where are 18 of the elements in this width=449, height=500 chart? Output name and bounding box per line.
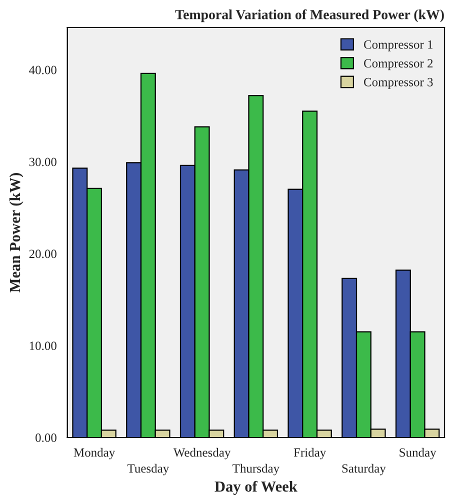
y-tick-label: 10.00 [30, 342, 56, 350]
x-tick-label: Saturday [342, 464, 386, 476]
legend-label: Compressor 1 [364, 40, 433, 52]
legend-label: Compressor 3 [364, 78, 433, 89]
y-axis-title: Mean Power (kW) [9, 173, 24, 292]
y-tick-label: 0.00 [36, 434, 56, 442]
x-tick-label: Monday [74, 448, 116, 460]
y-tick-label: 30.00 [29, 158, 56, 166]
chart-title: Temporal Variation of Measured Power (kW) [175, 9, 444, 22]
x-tick-label: Sunday [400, 448, 436, 460]
legend-label: Compressor 2 [364, 59, 433, 70]
y-tick-label: 20.00 [29, 250, 56, 258]
x-tick-label: Thursday [232, 464, 280, 476]
x-tick-label: Tuesday [127, 464, 170, 476]
y-tick-label: 40.00 [29, 66, 56, 74]
x-tick-label: Friday [294, 448, 326, 460]
x-axis-title: Day of Week [214, 480, 298, 495]
x-tick-label: Wednesday [173, 448, 231, 460]
